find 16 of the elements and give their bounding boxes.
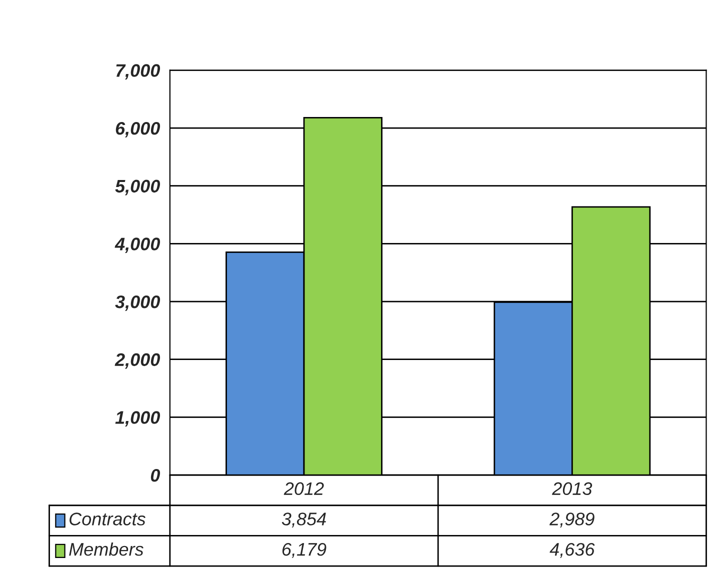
x-tick-label: 2012	[284, 482, 324, 496]
y-tick-label: 3,000	[115, 295, 160, 311]
data-label: 3,854	[282, 512, 326, 528]
data-label: 4,636	[550, 542, 595, 558]
y-tick-label: 0	[150, 468, 160, 482]
y-tick-label: 5,000	[115, 180, 160, 196]
y-tick-label: 2,000	[114, 353, 160, 369]
data-label: 2,989	[549, 512, 594, 528]
y-tick-label: 7,000	[116, 64, 160, 80]
x-tick-label: 2013	[552, 482, 592, 496]
data-label: 6,179	[282, 542, 326, 558]
y-tick-label: 6,000	[116, 122, 160, 138]
y-tick-label: 4,000	[114, 238, 160, 254]
legend-label: Contracts	[70, 512, 146, 526]
legend-label: Members	[69, 542, 144, 556]
y-tick-label: 1,000	[115, 411, 160, 427]
